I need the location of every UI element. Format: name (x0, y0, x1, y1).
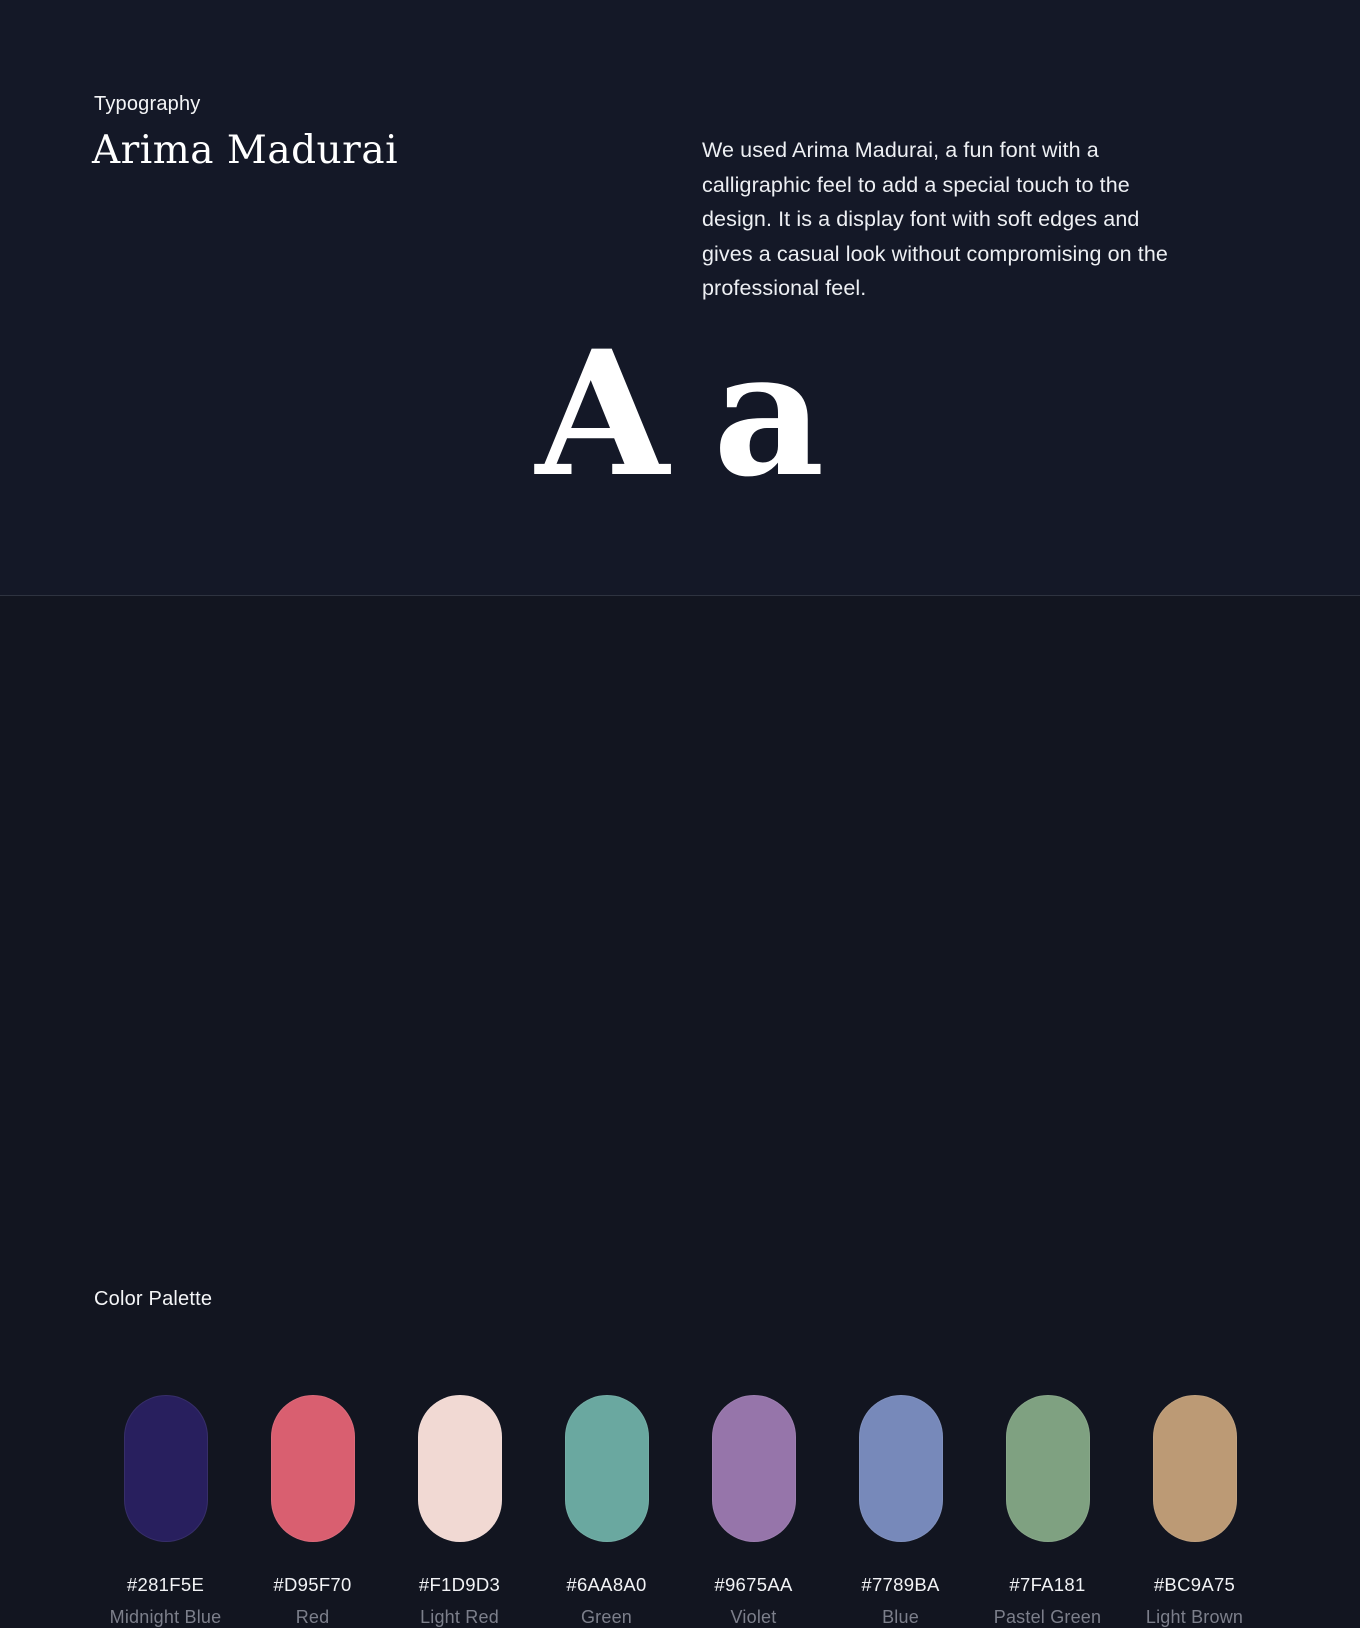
swatch-color-name: Green (580, 1607, 633, 1627)
color-pill (858, 1395, 943, 1542)
swatch-color-name: Blue (882, 1607, 919, 1627)
font-specimen: A a (0, 328, 1360, 500)
swatch-color-name: Midnight Blue (109, 1607, 222, 1627)
color-swatch: #D95F70 Red (239, 1395, 386, 1628)
color-palette-section: Color Palette #281F5E Midnight Blue #D95… (0, 597, 1360, 1627)
specimen-uppercase-a: A (535, 312, 669, 515)
color-palette-section-label: Color Palette (94, 1288, 213, 1310)
swatch-hex-code: #281F5E (126, 1574, 205, 1595)
swatch-hex-code: #D95F70 (273, 1574, 352, 1595)
swatch-color-name: Pastel Green (993, 1607, 1102, 1627)
swatch-hex-code: #9675AA (714, 1574, 793, 1595)
swatch-color-name: Red (295, 1607, 330, 1627)
color-swatch: #7789BA Blue (827, 1395, 974, 1628)
swatch-color-name: Violet (730, 1607, 777, 1627)
color-swatch: #F1D9D3 Light Red (386, 1395, 533, 1628)
swatch-hex-code: #BC9A75 (1153, 1574, 1236, 1595)
font-name-heading: Arima Madurai (92, 128, 399, 173)
color-pill (270, 1395, 355, 1542)
color-swatch: #281F5E Midnight Blue (92, 1395, 239, 1628)
color-pill (123, 1395, 208, 1542)
specimen-lowercase-a: a (713, 312, 825, 515)
color-pill (564, 1395, 649, 1542)
color-swatch: #6AA8A0 Green (533, 1395, 680, 1628)
swatch-hex-code: #7FA181 (1009, 1574, 1086, 1595)
color-swatch: #7FA181 Pastel Green (974, 1395, 1121, 1628)
color-pill (711, 1395, 796, 1542)
color-swatch: #BC9A75 Light Brown (1121, 1395, 1268, 1628)
font-description-text: We used Arima Madurai, a fun font with a… (702, 138, 1168, 301)
color-swatch: #9675AA Violet (680, 1395, 827, 1628)
swatch-color-name: Light Brown (1145, 1607, 1244, 1627)
typography-section-label: Typography (94, 93, 201, 115)
typography-section: Typography Arima Madurai We used Arima M… (0, 0, 1360, 596)
swatch-hex-code: #7789BA (861, 1574, 940, 1595)
color-pill (417, 1395, 502, 1542)
color-pill (1005, 1395, 1090, 1542)
swatch-color-name: Light Red (420, 1607, 499, 1627)
color-pill (1152, 1395, 1237, 1542)
swatch-row: #281F5E Midnight Blue #D95F70 Red #F1D9D… (92, 1395, 1268, 1628)
swatch-hex-code: #F1D9D3 (418, 1574, 501, 1595)
swatch-hex-code: #6AA8A0 (566, 1574, 647, 1595)
